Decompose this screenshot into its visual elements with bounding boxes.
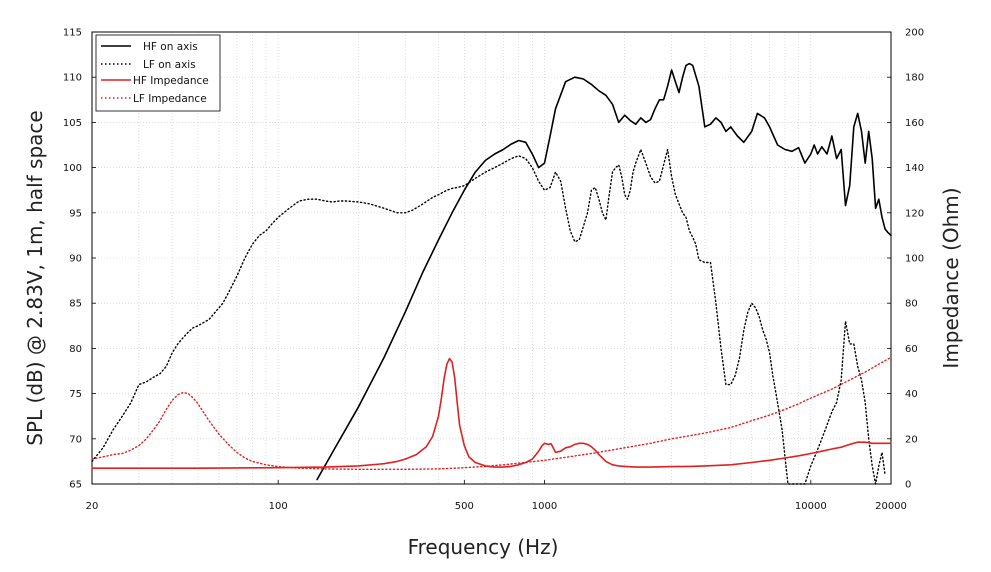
curves — [91, 62, 892, 485]
y2-tick-label: 180 — [905, 73, 924, 84]
y-tick-label: 80 — [69, 344, 82, 355]
x-tick-label: 100 — [269, 501, 288, 512]
y2-tick-label: 20 — [905, 434, 918, 445]
x-tick-label: 10000 — [795, 501, 827, 512]
legend-box — [95, 34, 221, 112]
lf-on-axis-curve — [91, 148, 886, 485]
legend-label-lf-impedance: LF Impedance — [133, 93, 207, 105]
legend-label-hf-impedance: HF Impedance — [133, 75, 209, 87]
y-tick-label: 75 — [69, 389, 82, 400]
y-tick-label: 105 — [63, 118, 82, 129]
grid-lines — [92, 32, 891, 484]
y2-tick-label: 60 — [905, 344, 918, 355]
hf-impedance-curve — [91, 357, 892, 469]
y-tick-label: 65 — [69, 480, 82, 491]
lf-impedance-curve — [91, 356, 892, 470]
legend-label-lf: LF on axis — [143, 59, 196, 71]
y2-tick-label: 100 — [905, 254, 924, 265]
x-tick-label: 1000 — [532, 501, 557, 512]
y2-tick-label: 0 — [905, 480, 911, 491]
x-tick-label: 500 — [455, 501, 474, 512]
legend: HF on axis LF on axis HF Impedance LF Im… — [95, 34, 221, 112]
hf-on-axis-curve — [316, 62, 892, 481]
y-tick-label: 115 — [63, 28, 82, 39]
y2-tick-label: 140 — [905, 163, 924, 174]
tick-labels: 65 70 75 80 85 90 95 100 105 110 115 0 20 40 60 80 100 12… — [63, 28, 924, 513]
x-axis-title: Frequency (Hz) — [408, 535, 559, 559]
y-axis-title: SPL (dB) @ 2.83V, 1m, half space — [23, 110, 47, 445]
y2-tick-label: 200 — [905, 28, 924, 39]
y-tick-label: 100 — [63, 163, 82, 174]
y2-tick-label: 160 — [905, 118, 924, 129]
x-tick-label: 20000 — [875, 501, 907, 512]
y-tick-label: 85 — [69, 299, 82, 310]
y2-tick-label: 120 — [905, 208, 924, 219]
y-tick-label: 110 — [63, 73, 82, 84]
y-tick-label: 95 — [69, 208, 82, 219]
x-tick-label: 20 — [86, 501, 99, 512]
y-tick-label: 90 — [69, 254, 82, 265]
y-tick-label: 70 — [69, 434, 82, 445]
y2-tick-label: 80 — [905, 299, 918, 310]
legend-label-hf: HF on axis — [143, 41, 198, 53]
y2-tick-label: 40 — [905, 389, 918, 400]
y2-axis-title: Impedance (Ohm) — [939, 187, 963, 368]
